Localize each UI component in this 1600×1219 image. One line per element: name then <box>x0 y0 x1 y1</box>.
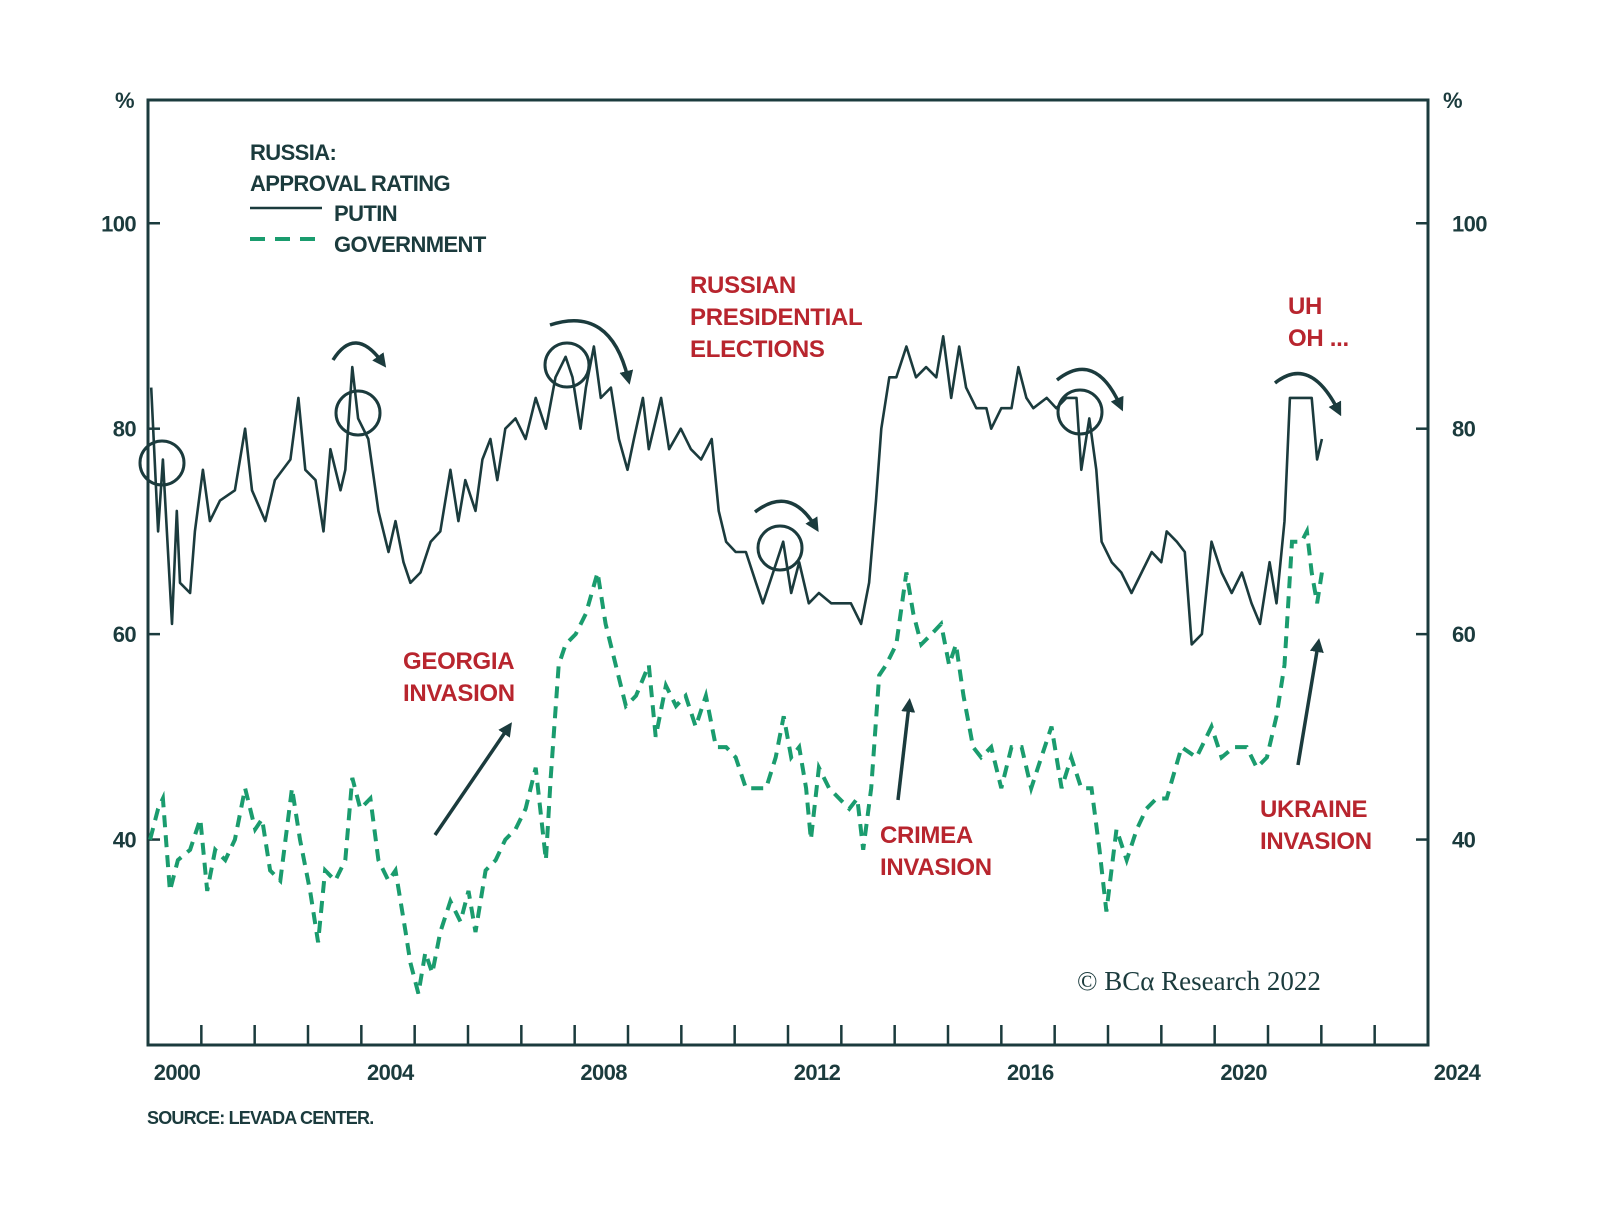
legend-label-putin: PUTIN <box>334 201 397 226</box>
legend-label-government: GOVERNMENT <box>334 232 487 257</box>
chart-title: RUSSIA: <box>250 140 336 165</box>
annotation-text: RUSSIAN <box>690 272 796 299</box>
y-tick-label-right: 100 <box>1452 211 1487 236</box>
annotation-text: INVASION <box>880 854 992 881</box>
x-tick-label: 2000 <box>154 1060 201 1085</box>
y-tick-label-left: 40 <box>113 828 137 853</box>
y-unit-right: % <box>1443 88 1462 113</box>
curved-arrow-icon <box>331 341 387 368</box>
annotation-text: UKRAINE <box>1260 796 1368 823</box>
x-tick-label: 2020 <box>1220 1060 1267 1085</box>
x-tick-label: 2016 <box>1007 1060 1054 1085</box>
highlight-circle <box>543 341 591 389</box>
y-tick-label-left: 100 <box>101 211 136 236</box>
ticks: 40 40 60 60 80 80 100 100 2000 2004 2008 2012 2016 20… <box>101 211 1488 1085</box>
curved-arrow-icon <box>753 499 819 532</box>
y-tick-label-left: 60 <box>113 622 137 647</box>
highlight-circle <box>1056 388 1104 436</box>
annotation-text: INVASION <box>403 680 515 707</box>
annotation-text: UH <box>1288 293 1322 320</box>
curved-arrow-icon <box>549 319 634 385</box>
series-line-putin <box>149 335 1324 646</box>
source-note: SOURCE: LEVADA CENTER. <box>147 1108 373 1128</box>
chart-subtitle: APPROVAL RATING <box>250 171 450 196</box>
copyright: © BCα Research 2022 <box>1077 966 1321 996</box>
y-unit-left: % <box>115 88 134 113</box>
arrow-icon <box>433 722 512 836</box>
annotation-text: GEORGIA <box>403 648 514 675</box>
curved-arrow-icon <box>1273 371 1342 417</box>
highlight-circle <box>334 389 382 437</box>
y-tick-label-right: 60 <box>1452 622 1476 647</box>
annotations: RUSSIAN PRESIDENTIAL ELECTIONS UH OH ... GEOR… <box>403 272 1372 881</box>
x-tick-label: 2004 <box>367 1060 415 1085</box>
x-tick-label: 2012 <box>794 1060 841 1085</box>
annotation-text: OH ... <box>1288 325 1349 352</box>
y-tick-label-left: 80 <box>113 417 137 442</box>
x-tick-label: 2024 <box>1434 1060 1482 1085</box>
arrow-icon <box>1296 638 1324 766</box>
arrow-icon <box>896 698 916 801</box>
y-tick-label-right: 80 <box>1452 417 1476 442</box>
annotation-text: PRESIDENTIAL <box>690 304 862 331</box>
series-line-government <box>148 524 1324 995</box>
legend: RUSSIA: APPROVAL RATING PUTIN GOVERNMENT <box>250 140 487 257</box>
annotation-text: CRIMEA <box>880 822 973 849</box>
annotation-text: ELECTIONS <box>690 336 825 363</box>
x-tick-label: 2008 <box>580 1060 627 1085</box>
y-tick-label-right: 40 <box>1452 828 1476 853</box>
highlight-circle <box>756 524 804 572</box>
annotation-marks <box>138 319 1342 836</box>
curved-arrow-icon <box>1055 367 1124 412</box>
highlight-circle <box>138 439 186 487</box>
annotation-text: INVASION <box>1260 828 1372 855</box>
series-lines <box>148 335 1324 995</box>
